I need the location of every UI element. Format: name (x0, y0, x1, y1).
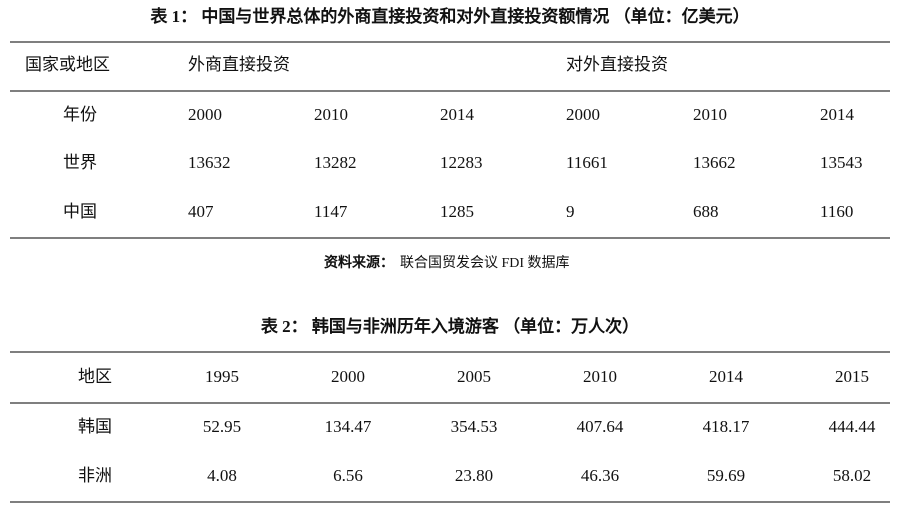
source-text: 联合国贸发会议 FDI 数据库 (400, 255, 570, 271)
cell: 407 (188, 202, 214, 221)
cell: 4.08 (207, 466, 237, 485)
source-label: 资料来源： (324, 254, 394, 271)
row-label: 中国 (63, 202, 97, 221)
row-label: 世界 (63, 153, 97, 172)
cell: 52.95 (203, 417, 241, 436)
header-cell: 1995 (205, 367, 239, 386)
cell: 2014 (820, 105, 855, 124)
cell: 418.17 (703, 417, 750, 436)
cell: 1147 (314, 202, 348, 221)
header-cell: 2014 (709, 367, 744, 386)
cell: 1285 (440, 202, 474, 221)
header-cell: 地区 (78, 367, 112, 386)
header-cell: 国家或地区 (25, 55, 110, 74)
cell: 12283 (440, 153, 483, 172)
table-title: 表 1： 中国与世界总体的外商直接投资和对外直接投资额情况 （单位：亿美元） (150, 6, 749, 26)
row-label: 年份 (63, 105, 97, 124)
cell: 13282 (314, 153, 357, 172)
row-label: 韩国 (78, 417, 112, 436)
header-cell: 对外直接投资 (566, 55, 668, 74)
cell: 134.47 (325, 417, 372, 436)
cell: 9 (566, 202, 575, 221)
cell: 11661 (566, 153, 608, 172)
table-title: 表 2： 韩国与非洲历年入境游客 （单位：万人次） (261, 316, 639, 336)
cell: 1160 (820, 202, 853, 221)
cell: 2010 (314, 105, 348, 124)
cell: 2000 (188, 105, 222, 124)
cell: 13662 (693, 153, 736, 172)
header-cell: 2000 (331, 367, 365, 386)
cell: 13632 (188, 153, 231, 172)
cell: 444.44 (829, 417, 876, 436)
cell: 407.64 (577, 417, 624, 436)
header-cell: 外商直接投资 (188, 55, 290, 74)
cell: 59.69 (707, 466, 745, 485)
row-label: 非洲 (78, 466, 112, 485)
cell: 2010 (693, 105, 727, 124)
cell: 13543 (820, 153, 863, 172)
cell: 6.56 (333, 466, 363, 485)
header-cell: 2015 (835, 367, 869, 386)
cell: 46.36 (581, 466, 619, 485)
cell: 2000 (566, 105, 600, 124)
cell: 23.80 (455, 466, 493, 485)
cell: 2014 (440, 105, 475, 124)
cell: 688 (693, 202, 719, 221)
header-cell: 2010 (583, 367, 617, 386)
cell: 354.53 (451, 417, 498, 436)
cell: 58.02 (833, 466, 871, 485)
header-cell: 2005 (457, 367, 491, 386)
